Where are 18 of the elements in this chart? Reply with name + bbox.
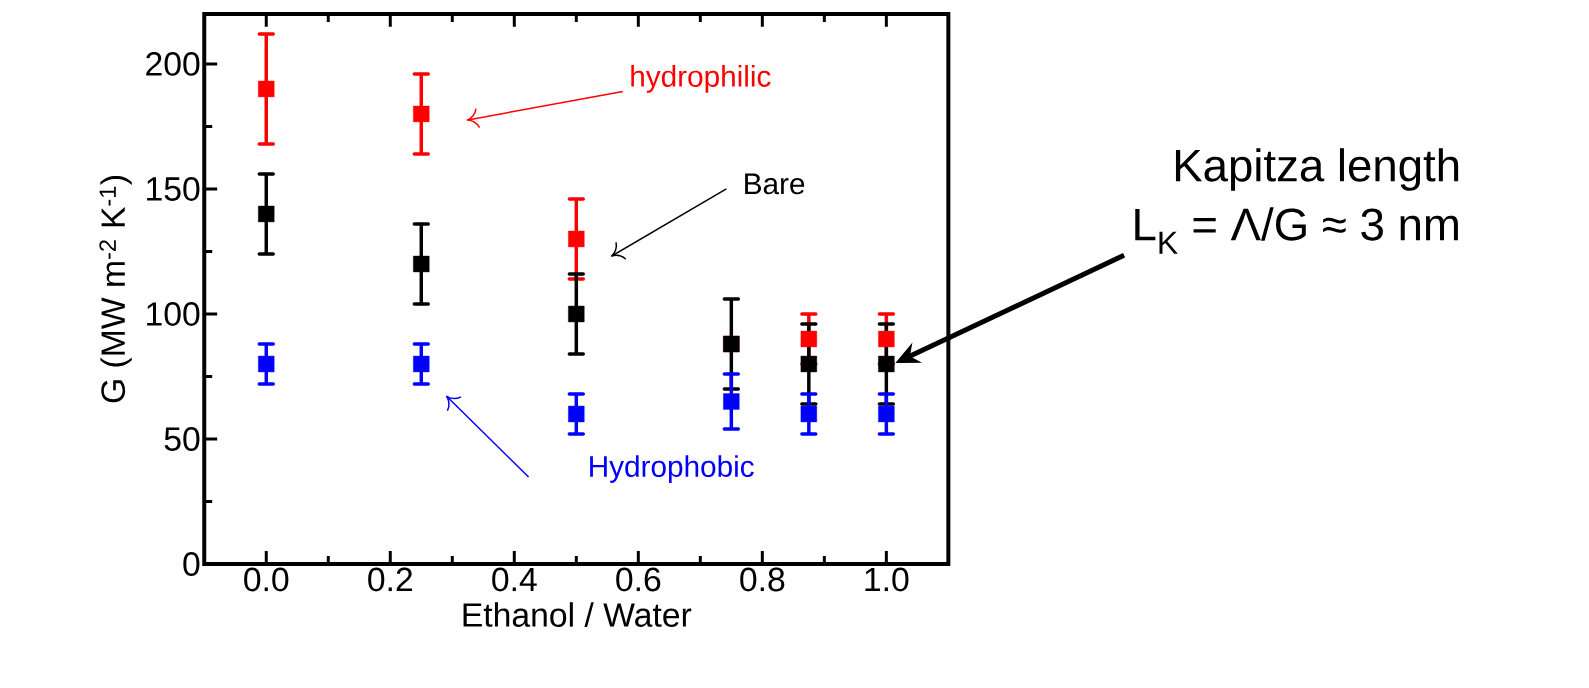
x-tick-label: 1.0 bbox=[865, 567, 909, 592]
y-tick-label: 100 bbox=[147, 301, 200, 326]
y-tick-label: 150 bbox=[147, 176, 200, 201]
y-axis-title: G (MW m$^{-2}$ K$^{-1}$) bbox=[99, 175, 132, 403]
y-tick-label: 200 bbox=[146, 51, 200, 76]
series-label: Hydrophobic bbox=[590, 454, 754, 483]
x-tick-label: 0.6 bbox=[616, 567, 661, 592]
x-axis-title: Ethanol / Water bbox=[463, 602, 692, 627]
text: Bare bbox=[745, 173, 805, 195]
text: Kapitza length bbox=[1175, 148, 1459, 191]
text: L$_{K}$ = Λ/G ≈ 3 nm bbox=[1135, 207, 1458, 254]
x-tick-label: 0.8 bbox=[740, 567, 785, 592]
x-tick-label: 0.2 bbox=[368, 567, 413, 592]
x-tick-label: 0.4 bbox=[492, 567, 537, 592]
y-tick-label: 0 bbox=[183, 551, 200, 576]
text: hydrophilic bbox=[631, 64, 771, 93]
x-tick-label: 0.0 bbox=[244, 567, 289, 592]
y-tick-label: 50 bbox=[164, 426, 200, 451]
